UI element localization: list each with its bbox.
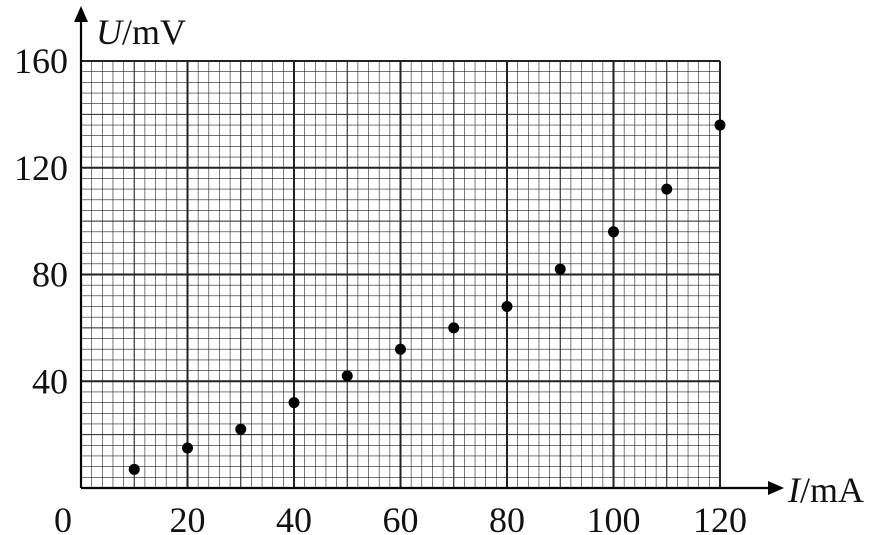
x-tick-label: 20 bbox=[170, 500, 206, 535]
x-tick-label: 120 bbox=[693, 500, 747, 535]
data-point bbox=[288, 397, 300, 409]
x-axis-arrow-icon bbox=[768, 481, 784, 495]
y-tick-label: 80 bbox=[32, 255, 68, 295]
x-axis-label: I/mA bbox=[787, 470, 864, 510]
data-point bbox=[341, 370, 353, 382]
x-tick-label: 100 bbox=[587, 500, 641, 535]
y-axis-label: U/mV bbox=[96, 12, 186, 52]
data-point bbox=[448, 322, 460, 334]
y-tick-label: 40 bbox=[32, 361, 68, 401]
x-tick-label: 40 bbox=[276, 500, 312, 535]
x-tick-label: 60 bbox=[383, 500, 419, 535]
y-tick-label: 120 bbox=[14, 148, 68, 188]
data-point bbox=[235, 423, 247, 435]
grid-layer bbox=[80, 60, 721, 489]
data-point bbox=[714, 119, 726, 131]
data-points bbox=[128, 119, 726, 475]
data-point bbox=[661, 183, 673, 195]
tick-labels: 20 40 60 80 100 120 40 80 120 160 bbox=[14, 41, 747, 535]
y-tick-label: 160 bbox=[14, 41, 68, 81]
data-point bbox=[608, 226, 619, 238]
data-point bbox=[182, 442, 193, 454]
data-point bbox=[554, 263, 566, 275]
y-axis-variable: U bbox=[96, 12, 124, 52]
x-axis-unit: /mA bbox=[800, 470, 864, 510]
y-axis-arrow-icon bbox=[74, 6, 88, 22]
x-tick-label: 80 bbox=[489, 500, 525, 535]
x-axis-variable: I bbox=[787, 470, 802, 510]
data-point bbox=[128, 463, 140, 475]
axes-layer bbox=[74, 6, 784, 495]
data-point bbox=[395, 343, 406, 355]
origin-label: 0 bbox=[54, 500, 72, 535]
data-point bbox=[501, 301, 513, 313]
y-axis-unit: /mV bbox=[122, 12, 186, 52]
